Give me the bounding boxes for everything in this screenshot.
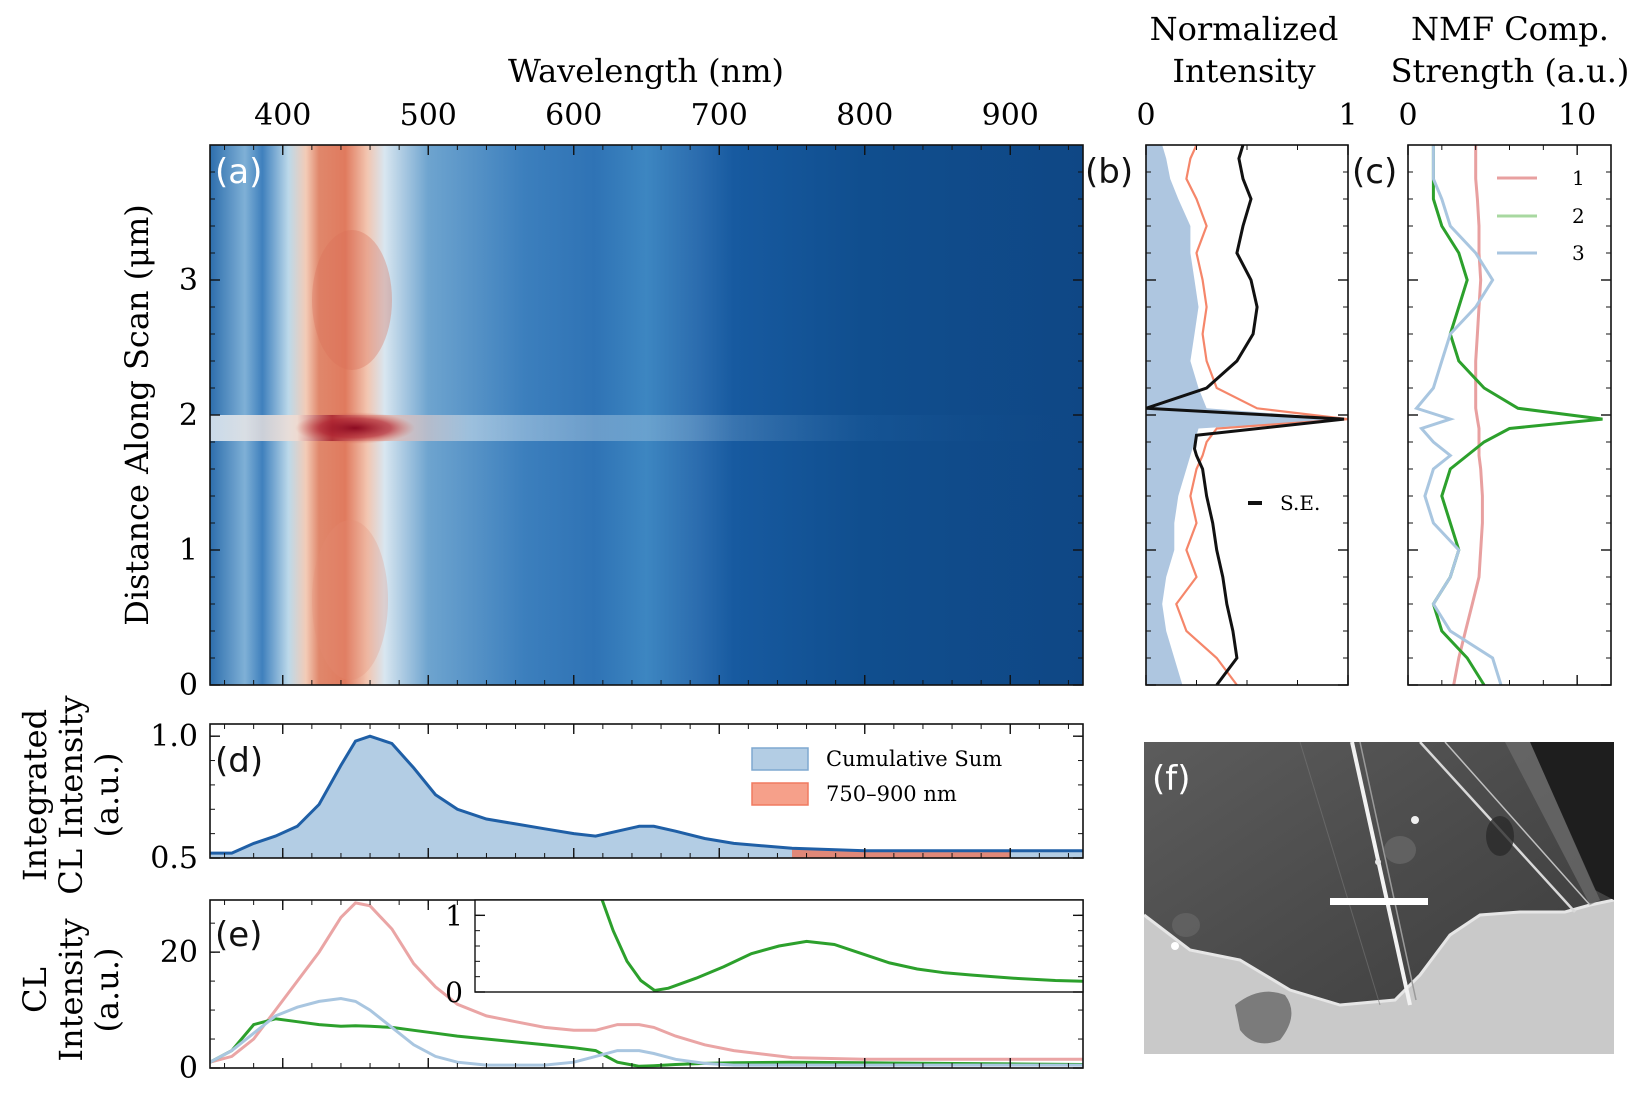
y-tick-label: 0: [445, 976, 463, 1009]
legend-c-3: 3: [1572, 241, 1585, 265]
xlabel-b-line2: Intensity: [1172, 52, 1315, 90]
x-tick-label: 600: [545, 98, 602, 133]
xlabel-c-line1: NMF Comp.: [1411, 10, 1609, 48]
x-tick-label: 500: [400, 98, 457, 133]
panel-label-d: (d): [215, 741, 263, 781]
ylabel-e-line2: Intensity: [52, 918, 90, 1061]
x-tick-label: 800: [836, 98, 893, 133]
panel-label-a: (a): [215, 152, 262, 192]
x-tick-label: 700: [691, 98, 748, 133]
xlabel-b-line1: Normalized: [1150, 10, 1339, 48]
series-b-se: [1146, 145, 1345, 685]
sem-edge-line-1: [1350, 742, 1412, 1006]
panel-label-f: (f): [1152, 759, 1191, 799]
panel-a: 400 500 600 700 800 900 0 1 2 3 (a) Wavelength (n…: [118, 52, 1084, 703]
x-tick-label: 400: [254, 98, 311, 133]
series-e-1: [210, 901, 1083, 1064]
y-tick-label: 2: [179, 398, 198, 433]
series-inset-2: [600, 900, 1083, 992]
y-tick-label: 0: [179, 668, 198, 703]
series-b-750-900: [1175, 145, 1348, 685]
x-tick-label: 0: [1398, 98, 1417, 133]
ylabel-d-line1: Integrated: [16, 709, 54, 881]
y-tick-label: 0.5: [150, 841, 198, 876]
ylabel-distance: Distance Along Scan (μm): [118, 204, 156, 626]
legend-d-cumsum: Cumulative Sum: [826, 747, 1002, 771]
legend-c-2: 2: [1572, 204, 1585, 228]
ylabel-e-line1: CL: [16, 967, 54, 1013]
panel-f: (f): [1144, 742, 1614, 1054]
x-tick-label: 1: [1338, 98, 1357, 133]
x-tick-label: 10: [1558, 98, 1596, 133]
legend-se-label: S.E.: [1280, 491, 1320, 515]
legend-d-range: 750–900 nm: [826, 782, 957, 806]
x-tick-label: 0: [1136, 98, 1155, 133]
panel-c: 0 10 NMF Comp. Strength (a.u.) (c) 1 2 3: [1352, 10, 1630, 686]
series-e-3: [210, 996, 1083, 1067]
panel-e: 0 20 (e) 0 1 CL Intensity (a.u.): [16, 899, 1084, 1086]
xlabel-c-line2: Strength (a.u.): [1391, 52, 1630, 90]
panel-label-b: (b): [1085, 152, 1133, 192]
y-tick-label: 3: [179, 263, 198, 298]
x-tick-label: 900: [982, 98, 1039, 133]
y-tick-label: 1: [179, 533, 198, 568]
series-e-2: [210, 1017, 1083, 1068]
series-d-cumsum-fill: [210, 736, 1083, 858]
sem-dark-strip: [1530, 742, 1614, 900]
panel-a-axes: 400 500 600 700 800 900 0 1 2 3: [179, 98, 1083, 703]
hot-spot: [295, 412, 415, 444]
panel-label-c: (c): [1352, 152, 1397, 192]
panel-label-e: (e): [215, 915, 262, 955]
y-tick-label: 0: [179, 1051, 198, 1086]
legend-c-1: 1: [1572, 166, 1585, 190]
legend-c: 1 2 3: [1497, 166, 1585, 265]
panel-b: 0 1 Normalized Intensity (b) S.E.: [1085, 10, 1358, 686]
series-c-1: [1452, 145, 1484, 685]
legend-d: Cumulative Sum 750–900 nm: [751, 747, 1002, 806]
series-d-cumsum-line: [210, 734, 1083, 855]
ylabel-d-line2: CL Intensity: [52, 695, 90, 894]
y-tick-label: 20: [160, 935, 198, 970]
ylabel-e-line3: (a.u.): [88, 948, 126, 1033]
panel-d: 0.5 1.0 (d) Cumulative Sum 750–900 nm Int…: [16, 695, 1084, 895]
series-c-3: [1413, 145, 1503, 685]
xlabel-wavelength: Wavelength (nm): [508, 52, 784, 90]
scan-line-marker: [1330, 898, 1428, 905]
y-tick-label: 1: [445, 899, 463, 932]
ylabel-d-line3: (a.u.): [88, 753, 126, 838]
y-tick-label: 1.0: [150, 719, 198, 754]
